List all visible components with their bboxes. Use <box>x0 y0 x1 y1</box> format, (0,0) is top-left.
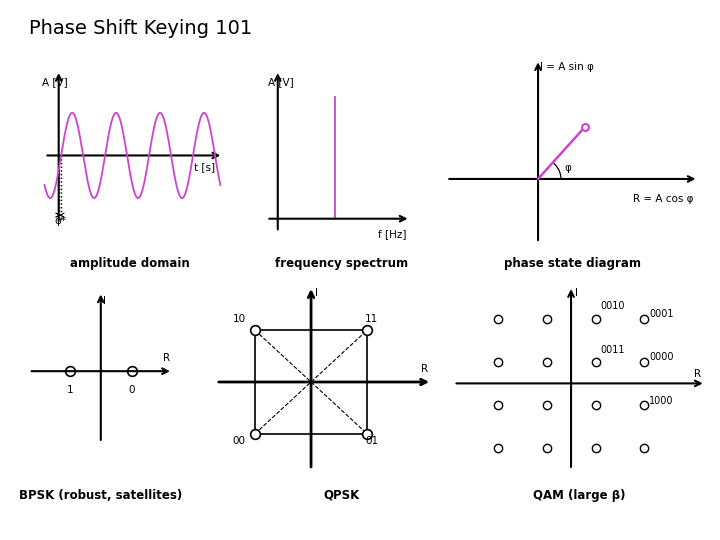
Text: amplitude domain: amplitude domain <box>70 256 189 269</box>
Text: QAM (large β): QAM (large β) <box>534 489 626 502</box>
Text: frequency spectrum: frequency spectrum <box>276 256 408 269</box>
Text: 0: 0 <box>128 385 135 395</box>
Text: 0011: 0011 <box>600 345 625 355</box>
Text: I = A sin φ: I = A sin φ <box>540 62 594 71</box>
Text: 01: 01 <box>365 436 378 446</box>
Text: 1: 1 <box>67 385 73 395</box>
Text: R: R <box>420 364 428 374</box>
Text: 0001: 0001 <box>649 309 674 319</box>
Text: 10: 10 <box>233 314 246 324</box>
Text: I: I <box>104 295 107 306</box>
Text: 0000: 0000 <box>649 353 674 362</box>
Text: QPSK: QPSK <box>324 489 360 502</box>
Text: A [V]: A [V] <box>269 77 294 87</box>
Text: Phase Shift Keying 101: Phase Shift Keying 101 <box>29 19 252 38</box>
Text: φ: φ <box>564 163 572 173</box>
Text: 1000: 1000 <box>649 396 674 406</box>
Text: I: I <box>315 288 318 298</box>
Text: 00: 00 <box>232 436 245 446</box>
Text: R: R <box>693 369 701 379</box>
Text: I: I <box>575 288 577 299</box>
Text: A [V]: A [V] <box>42 77 68 86</box>
Text: 11: 11 <box>365 314 378 324</box>
Text: 0010: 0010 <box>600 301 625 312</box>
Text: R: R <box>163 353 170 363</box>
Text: φ*: φ* <box>54 216 66 226</box>
Text: phase state diagram: phase state diagram <box>504 256 641 269</box>
Text: R = A cos φ: R = A cos φ <box>634 194 694 204</box>
Text: f [Hz]: f [Hz] <box>378 229 407 239</box>
Text: BPSK (robust, satellites): BPSK (robust, satellites) <box>19 489 182 502</box>
Text: t [s]: t [s] <box>194 162 215 172</box>
